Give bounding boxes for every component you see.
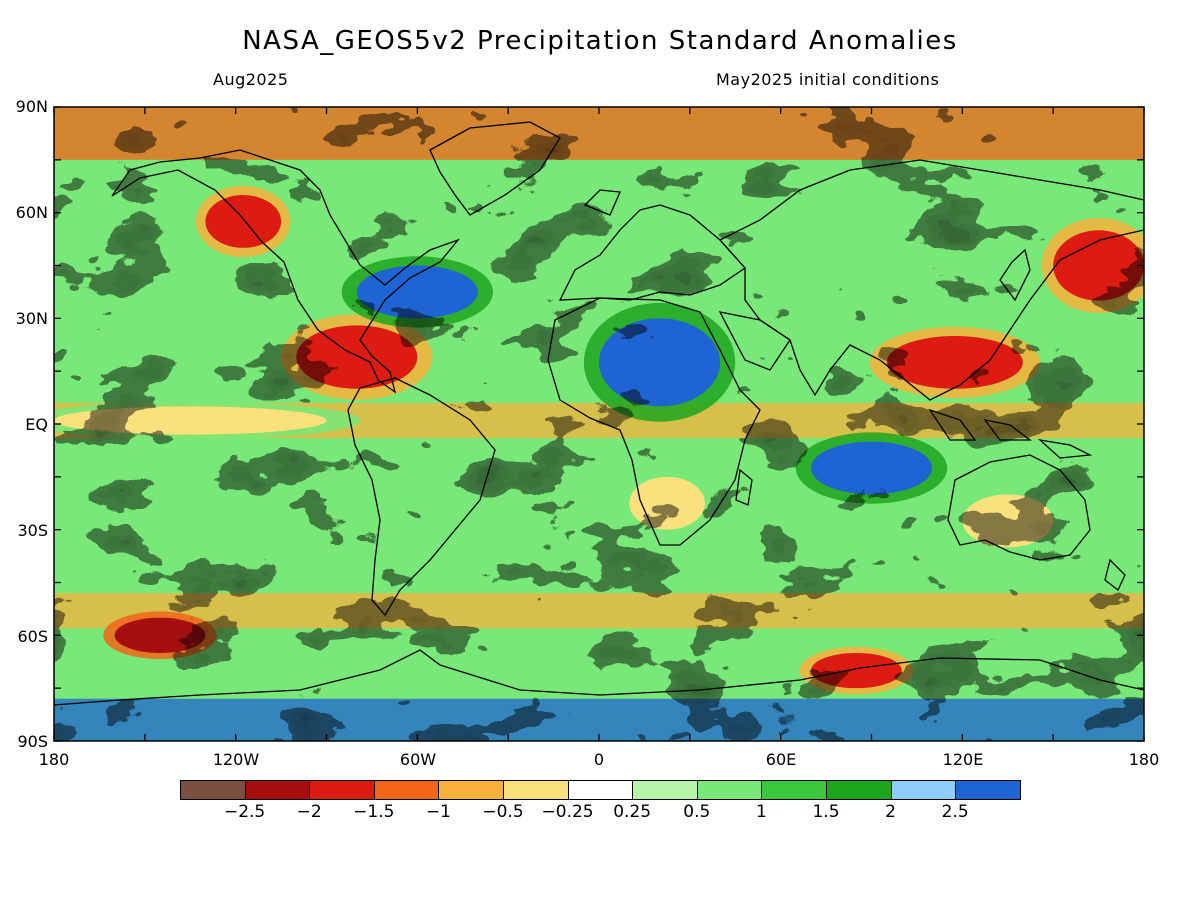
colorbar-label: −2.5: [223, 802, 266, 822]
colorbar-swatch: [309, 780, 375, 800]
colorbar-swatch: [567, 780, 634, 800]
lat-label: 30S: [17, 521, 48, 540]
colorbar-label: −0.5: [482, 802, 524, 822]
colorbar-label: 0.25: [613, 802, 652, 822]
lon-label: 0: [593, 750, 605, 769]
colorbar-label: −0.25: [541, 802, 594, 822]
lat-label: 60N: [15, 203, 48, 222]
lat-label: 30N: [15, 309, 48, 328]
lon-label: 120E: [942, 750, 984, 769]
colorbar-swatch: [696, 780, 763, 800]
lat-label: EQ: [25, 415, 48, 434]
colorbar-swatch: [632, 780, 698, 800]
lon-label: 120W: [212, 750, 260, 769]
lon-label: 60W: [399, 750, 437, 769]
valid-month-label: Aug2025: [213, 70, 289, 89]
colorbar-label: −2: [296, 802, 322, 822]
lat-label: 90S: [17, 732, 48, 751]
texture-wet: [54, 107, 1144, 741]
colorbar-swatch: [503, 780, 569, 800]
lon-label: 180: [1128, 750, 1160, 769]
colorbar-label: 0.5: [683, 802, 711, 822]
colorbar-swatch: [761, 780, 827, 800]
axis-ticks: [53, 106, 1145, 742]
colorbar-label: 2.5: [941, 802, 969, 822]
coastlines: [54, 121, 1144, 706]
colorbar-swatch: [180, 780, 246, 800]
lon-label: 180: [38, 750, 70, 769]
colorbar-label: 2: [885, 802, 896, 822]
colorbar-label: 1: [755, 802, 767, 822]
colorbar-label: −1: [425, 802, 451, 822]
colorbar-swatch: [244, 780, 311, 800]
colorbar-swatch: [373, 780, 440, 800]
colorbar-label: 1.5: [812, 802, 840, 822]
lat-label: 90N: [15, 97, 48, 116]
colorbar-label: −1.5: [353, 802, 395, 822]
init-conditions-label: May2025 initial conditions: [716, 70, 940, 89]
colorbar-swatch: [890, 780, 957, 800]
map-title: NASA_GEOS5v2 Precipitation Standard Anom…: [242, 26, 958, 56]
colorbar-swatch: [438, 780, 504, 800]
colorbar-swatch: [826, 780, 892, 800]
lat-label: 60S: [17, 627, 48, 646]
lon-label: 60E: [765, 750, 797, 769]
colorbar-swatch: [955, 780, 1021, 800]
